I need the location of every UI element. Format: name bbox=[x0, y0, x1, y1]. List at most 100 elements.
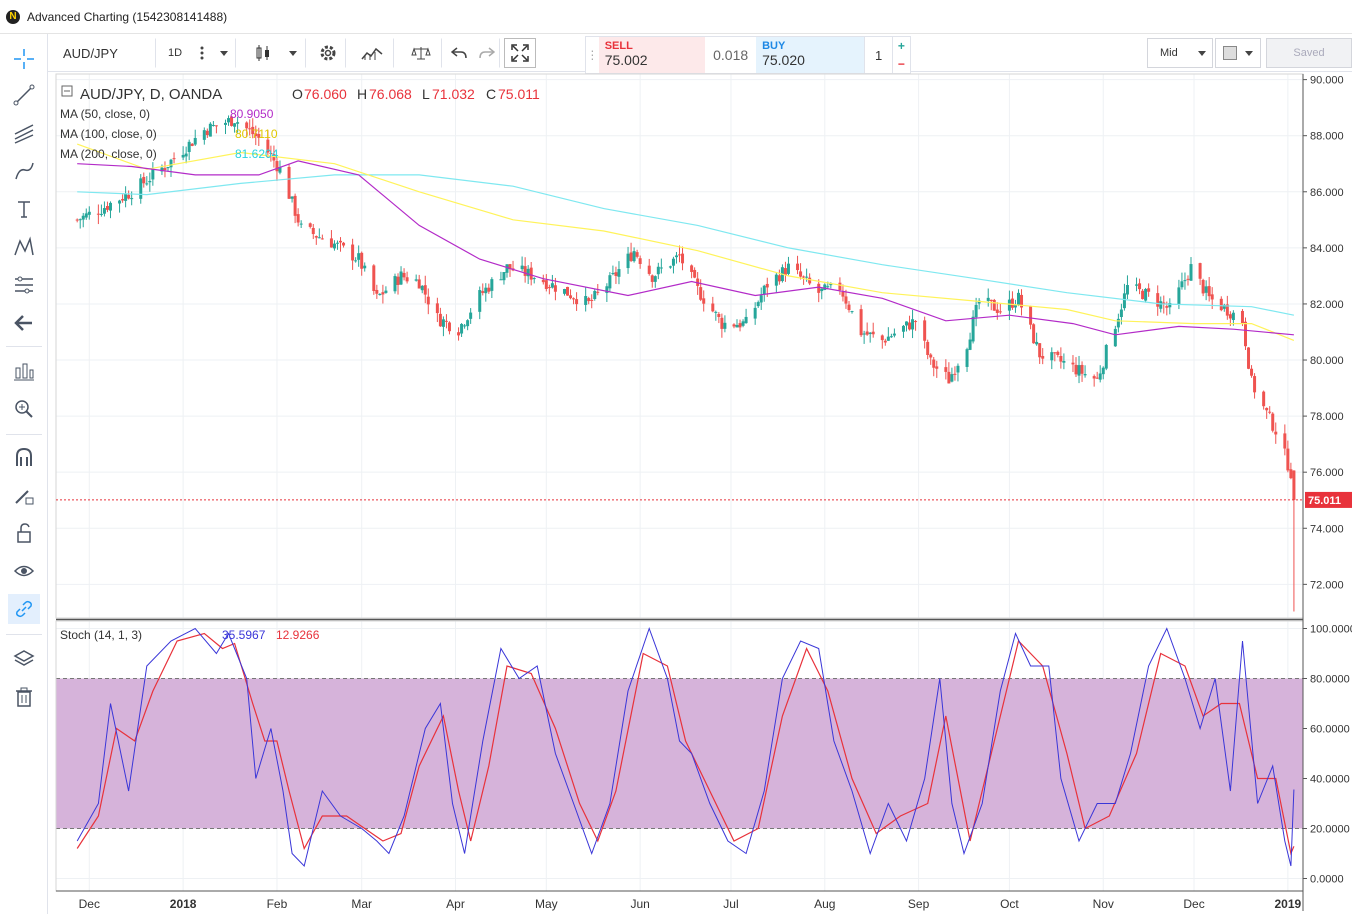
candle-body bbox=[172, 158, 176, 160]
style-dropdown-icon[interactable] bbox=[280, 38, 306, 68]
trend-line-icon[interactable] bbox=[8, 80, 40, 110]
candle-body bbox=[1056, 351, 1060, 355]
candles-style-icon[interactable] bbox=[248, 38, 278, 68]
y-tick-label: 80.000 bbox=[1310, 355, 1344, 367]
candle-body bbox=[290, 196, 294, 199]
candle-body bbox=[502, 272, 506, 281]
toolbar-divider bbox=[6, 346, 42, 347]
legend-symbol: AUD/JPY, D, OANDA bbox=[80, 86, 222, 103]
candle-body bbox=[668, 266, 672, 268]
link-icon[interactable] bbox=[8, 594, 40, 624]
interval-button[interactable]: 1D bbox=[158, 38, 192, 68]
candle-body bbox=[118, 200, 122, 204]
candle-body bbox=[1101, 367, 1105, 375]
quantity-decrease-button[interactable]: − bbox=[897, 57, 905, 71]
candle-body bbox=[956, 365, 960, 373]
eye-icon[interactable] bbox=[8, 556, 40, 586]
candle-body bbox=[214, 125, 218, 127]
candle-body bbox=[360, 252, 364, 269]
compare-scales-icon[interactable] bbox=[400, 38, 442, 68]
candle-body bbox=[1289, 469, 1293, 479]
candle-body bbox=[929, 354, 933, 358]
zoom-icon[interactable] bbox=[8, 394, 40, 424]
candle-body bbox=[656, 266, 660, 275]
stoch-lines bbox=[76, 626, 1295, 868]
settings-gear-icon[interactable] bbox=[310, 38, 346, 68]
candle-body bbox=[278, 167, 282, 173]
legend-open: 76.060 bbox=[304, 86, 347, 102]
quantity-input[interactable]: 1 bbox=[864, 37, 891, 73]
measure-icon[interactable] bbox=[8, 270, 40, 300]
candle-body bbox=[1219, 298, 1223, 311]
y-tick-label: 72.000 bbox=[1310, 579, 1344, 591]
candle-body bbox=[505, 264, 509, 273]
pattern-icon[interactable] bbox=[8, 232, 40, 262]
quantity-increase-button[interactable]: + bbox=[897, 39, 905, 53]
candle-body bbox=[659, 267, 663, 269]
candle-body bbox=[575, 299, 579, 305]
x-tick-label: Feb bbox=[267, 897, 288, 911]
unlock-icon[interactable] bbox=[8, 518, 40, 548]
text-icon[interactable] bbox=[8, 194, 40, 224]
candle-body bbox=[463, 325, 467, 327]
candle-body bbox=[844, 296, 848, 304]
candle-body bbox=[457, 332, 461, 336]
candle-body bbox=[375, 289, 379, 294]
buy-button[interactable]: BUY 75.020 bbox=[756, 37, 865, 73]
candle-body bbox=[847, 304, 851, 311]
candle-body bbox=[829, 283, 833, 286]
candle-body bbox=[381, 292, 385, 295]
magnet-icon[interactable] bbox=[8, 442, 40, 472]
price-type-select[interactable]: Mid bbox=[1147, 38, 1213, 68]
candle-body bbox=[357, 253, 361, 260]
candle-body bbox=[1020, 294, 1024, 308]
redo-icon[interactable] bbox=[474, 38, 500, 68]
candle-body bbox=[756, 302, 760, 307]
x-tick-label: Apr bbox=[446, 897, 465, 911]
candle-body bbox=[532, 278, 536, 280]
fullscreen-icon[interactable] bbox=[504, 38, 536, 68]
candle-body bbox=[1222, 304, 1226, 309]
ma100-value: 80.7110 bbox=[235, 127, 278, 141]
candle-body bbox=[871, 331, 875, 335]
candle-body bbox=[308, 223, 312, 227]
back-arrow-icon[interactable] bbox=[8, 308, 40, 338]
saved-button[interactable]: Saved bbox=[1266, 38, 1352, 68]
long-position-icon[interactable] bbox=[8, 356, 40, 386]
symbol-search-input[interactable]: AUD/JPY bbox=[56, 38, 156, 68]
drawing-toolbar bbox=[0, 34, 48, 914]
more-interval-icon[interactable] bbox=[194, 38, 210, 68]
candle-body bbox=[332, 243, 336, 249]
pencil-lock-icon[interactable] bbox=[8, 480, 40, 510]
candle-body bbox=[1135, 284, 1139, 286]
x-tick-label: Jun bbox=[630, 897, 649, 911]
candle-body bbox=[1013, 305, 1017, 308]
crosshair-icon[interactable] bbox=[8, 44, 40, 74]
ma200-line bbox=[77, 174, 1295, 316]
candle-body bbox=[629, 252, 633, 261]
layers-icon[interactable] bbox=[8, 644, 40, 674]
sell-button[interactable]: SELL 75.002 bbox=[598, 37, 706, 73]
candle-body bbox=[139, 178, 143, 199]
buy-label: BUY bbox=[762, 40, 786, 52]
chart-layout-select[interactable] bbox=[1215, 38, 1261, 68]
pitchfork-icon[interactable] bbox=[8, 118, 40, 148]
spread-value: 0.018 bbox=[713, 47, 749, 63]
collapse-icon[interactable] bbox=[61, 85, 73, 97]
candle-body bbox=[1138, 283, 1142, 290]
brush-icon[interactable] bbox=[8, 156, 40, 186]
interval-dropdown-icon[interactable] bbox=[212, 38, 236, 68]
candle-body bbox=[254, 133, 258, 137]
candle-body bbox=[859, 309, 863, 336]
candle-body bbox=[484, 287, 488, 294]
candle-body bbox=[1092, 376, 1096, 379]
candle-body bbox=[193, 137, 197, 145]
candle-body bbox=[1268, 411, 1272, 413]
indicators-icon[interactable] bbox=[350, 38, 394, 68]
undo-icon[interactable] bbox=[446, 38, 472, 68]
drag-handle-icon[interactable]: ⋮ bbox=[586, 48, 599, 62]
trash-icon[interactable] bbox=[8, 682, 40, 712]
stoch-y-tick-label: 40.0000 bbox=[1310, 774, 1350, 786]
candle-body bbox=[1016, 292, 1020, 306]
